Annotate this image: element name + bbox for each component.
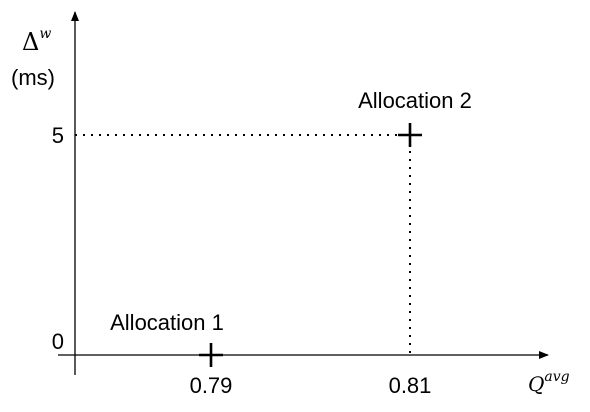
x-tick-label: 0.81 <box>389 373 432 398</box>
point-label: Allocation 1 <box>110 310 224 335</box>
y-axis-superscript: w <box>39 26 51 42</box>
x-axis-superscript: avg <box>544 369 569 385</box>
x-tick-group: 0.79 0.81 <box>190 373 432 398</box>
y-axis-unit: (ms) <box>11 65 55 90</box>
point-label: Allocation 2 <box>358 88 472 113</box>
y-tick-label: 5 <box>52 123 64 148</box>
data-point: Allocation 1 <box>110 310 224 367</box>
y-axis-symbol: Δ <box>22 28 39 56</box>
y-tick-label: 0 <box>52 329 64 354</box>
y-axis-label: Δw <box>22 26 51 56</box>
data-point: Allocation 2 <box>358 88 472 147</box>
x-tick-label: 0.79 <box>190 373 233 398</box>
x-axis-label: Qavg <box>528 369 570 396</box>
x-axis-symbol: Q <box>528 372 544 396</box>
data-point-group: Allocation 1 Allocation 2 <box>110 88 472 367</box>
y-tick-group: 05 <box>52 123 64 354</box>
